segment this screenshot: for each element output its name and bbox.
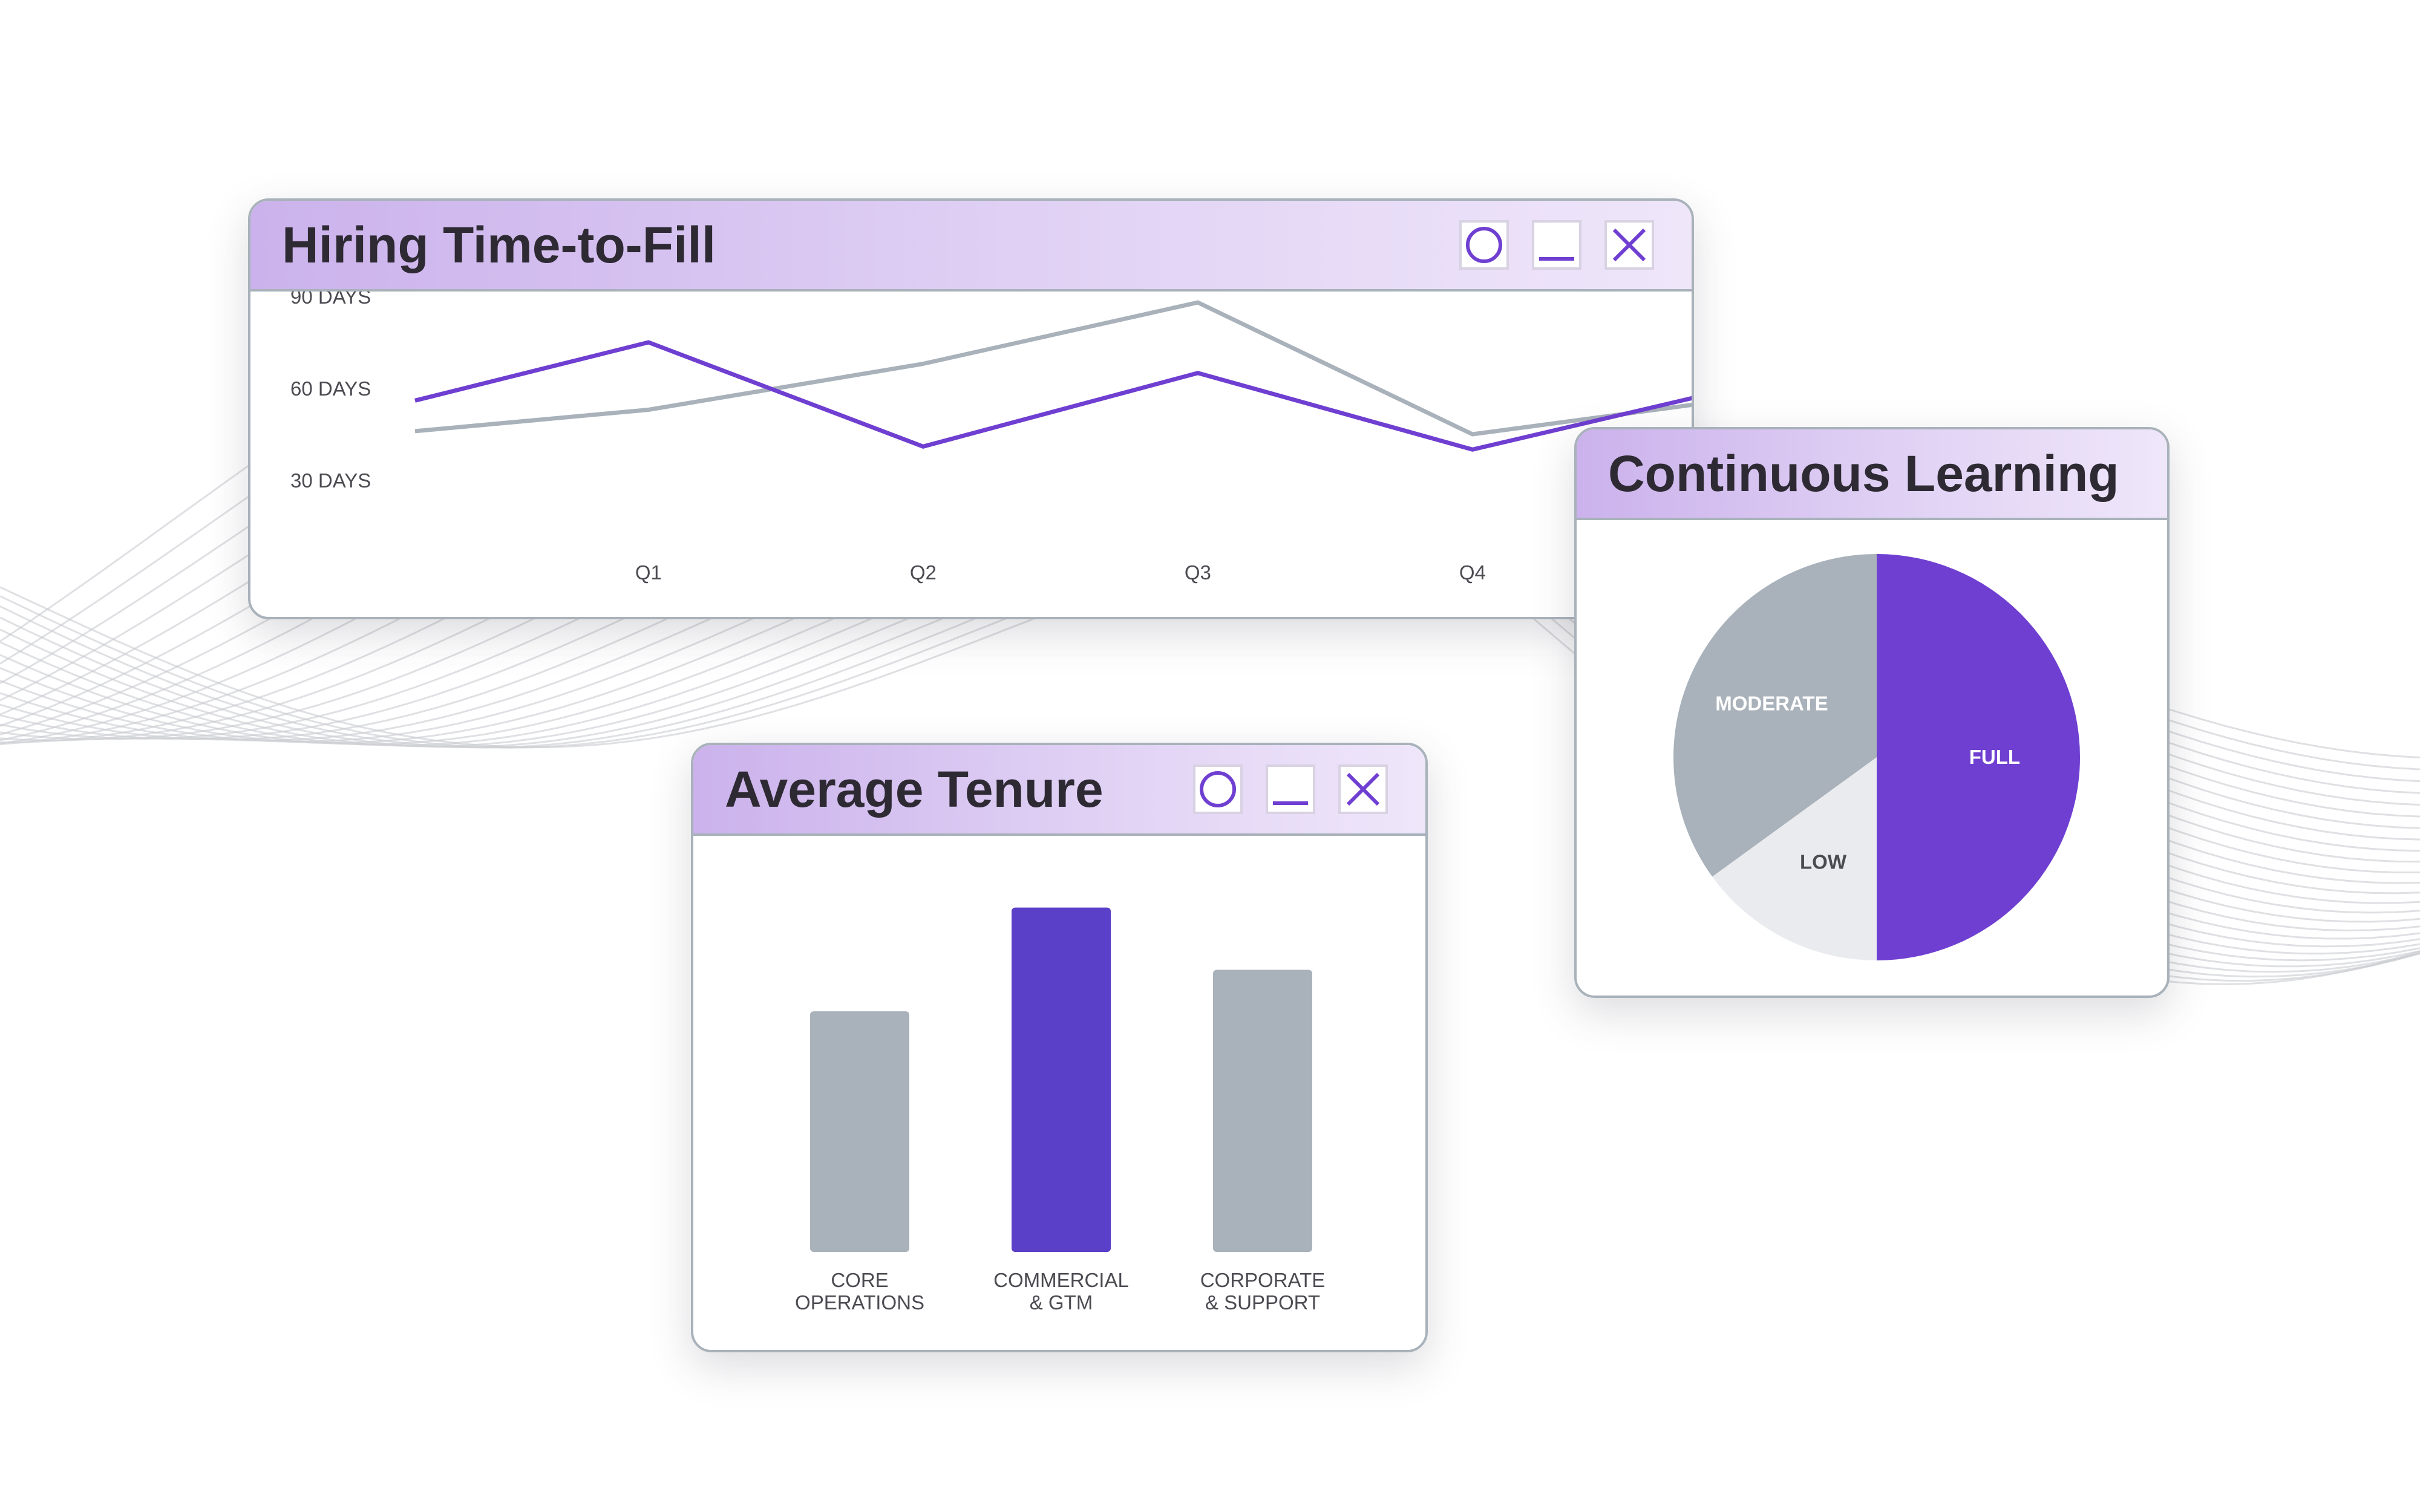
minimize-button[interactable] <box>1266 764 1315 814</box>
learning-pie-chart: FULL LOW MODERATE <box>1673 554 2080 960</box>
bar <box>1012 907 1111 1252</box>
minimize-button[interactable] <box>1532 220 1581 270</box>
circle-icon <box>1200 771 1236 807</box>
y-tick-label: 30 DAYS <box>290 469 371 492</box>
tenure-window: CORE OPERATIONS COMMERCIAL & GTM CORPORATE & … <box>691 743 1428 1352</box>
series-line <box>414 340 1692 452</box>
pie-slice <box>1673 554 1877 877</box>
tenure-titlebar: Average Tenure <box>693 745 1425 836</box>
bar-label: COMMERCIAL <box>993 1269 1129 1291</box>
learning-titlebar: Continuous Learning <box>1577 429 2167 520</box>
series-line <box>414 300 1692 437</box>
bar-label: OPERATIONS <box>795 1291 924 1314</box>
bar <box>810 1011 909 1252</box>
bar <box>1213 969 1312 1252</box>
tenure-title: Average Tenure <box>725 761 1104 818</box>
close-button[interactable] <box>1338 764 1388 814</box>
learning-window: FULL LOW MODERATE Continuous Learning <box>1574 427 2170 998</box>
pie-slice-label: FULL <box>1969 746 2020 768</box>
bar-label: & GTM <box>1030 1291 1093 1314</box>
x-tick-label: Q4 <box>1459 561 1486 584</box>
close-button[interactable] <box>1604 220 1654 270</box>
restore-button[interactable] <box>1193 764 1243 814</box>
pie-slice <box>1712 757 1877 960</box>
y-tick-label: 60 DAYS <box>290 377 371 400</box>
restore-button[interactable] <box>1459 220 1509 270</box>
pie-slice-label: LOW <box>1800 851 1847 873</box>
hiring-titlebar: Hiring Time-to-Fill <box>250 201 1692 292</box>
bar-label: CORPORATE <box>1200 1269 1326 1291</box>
bar-label: CORE <box>831 1269 888 1291</box>
hiring-title: Hiring Time-to-Fill <box>282 217 716 273</box>
pie-slice-label: MODERATE <box>1715 692 1828 715</box>
bar-label: & SUPPORT <box>1205 1291 1320 1314</box>
close-icon <box>1346 772 1380 806</box>
close-icon <box>1612 228 1646 262</box>
pie-slice <box>1877 554 2080 960</box>
x-tick-label: Q2 <box>910 561 937 584</box>
circle-icon <box>1466 227 1502 263</box>
x-tick-label: Q1 <box>635 561 662 584</box>
x-tick-label: Q3 <box>1185 561 1211 584</box>
learning-title: Continuous Learning <box>1608 445 2119 502</box>
